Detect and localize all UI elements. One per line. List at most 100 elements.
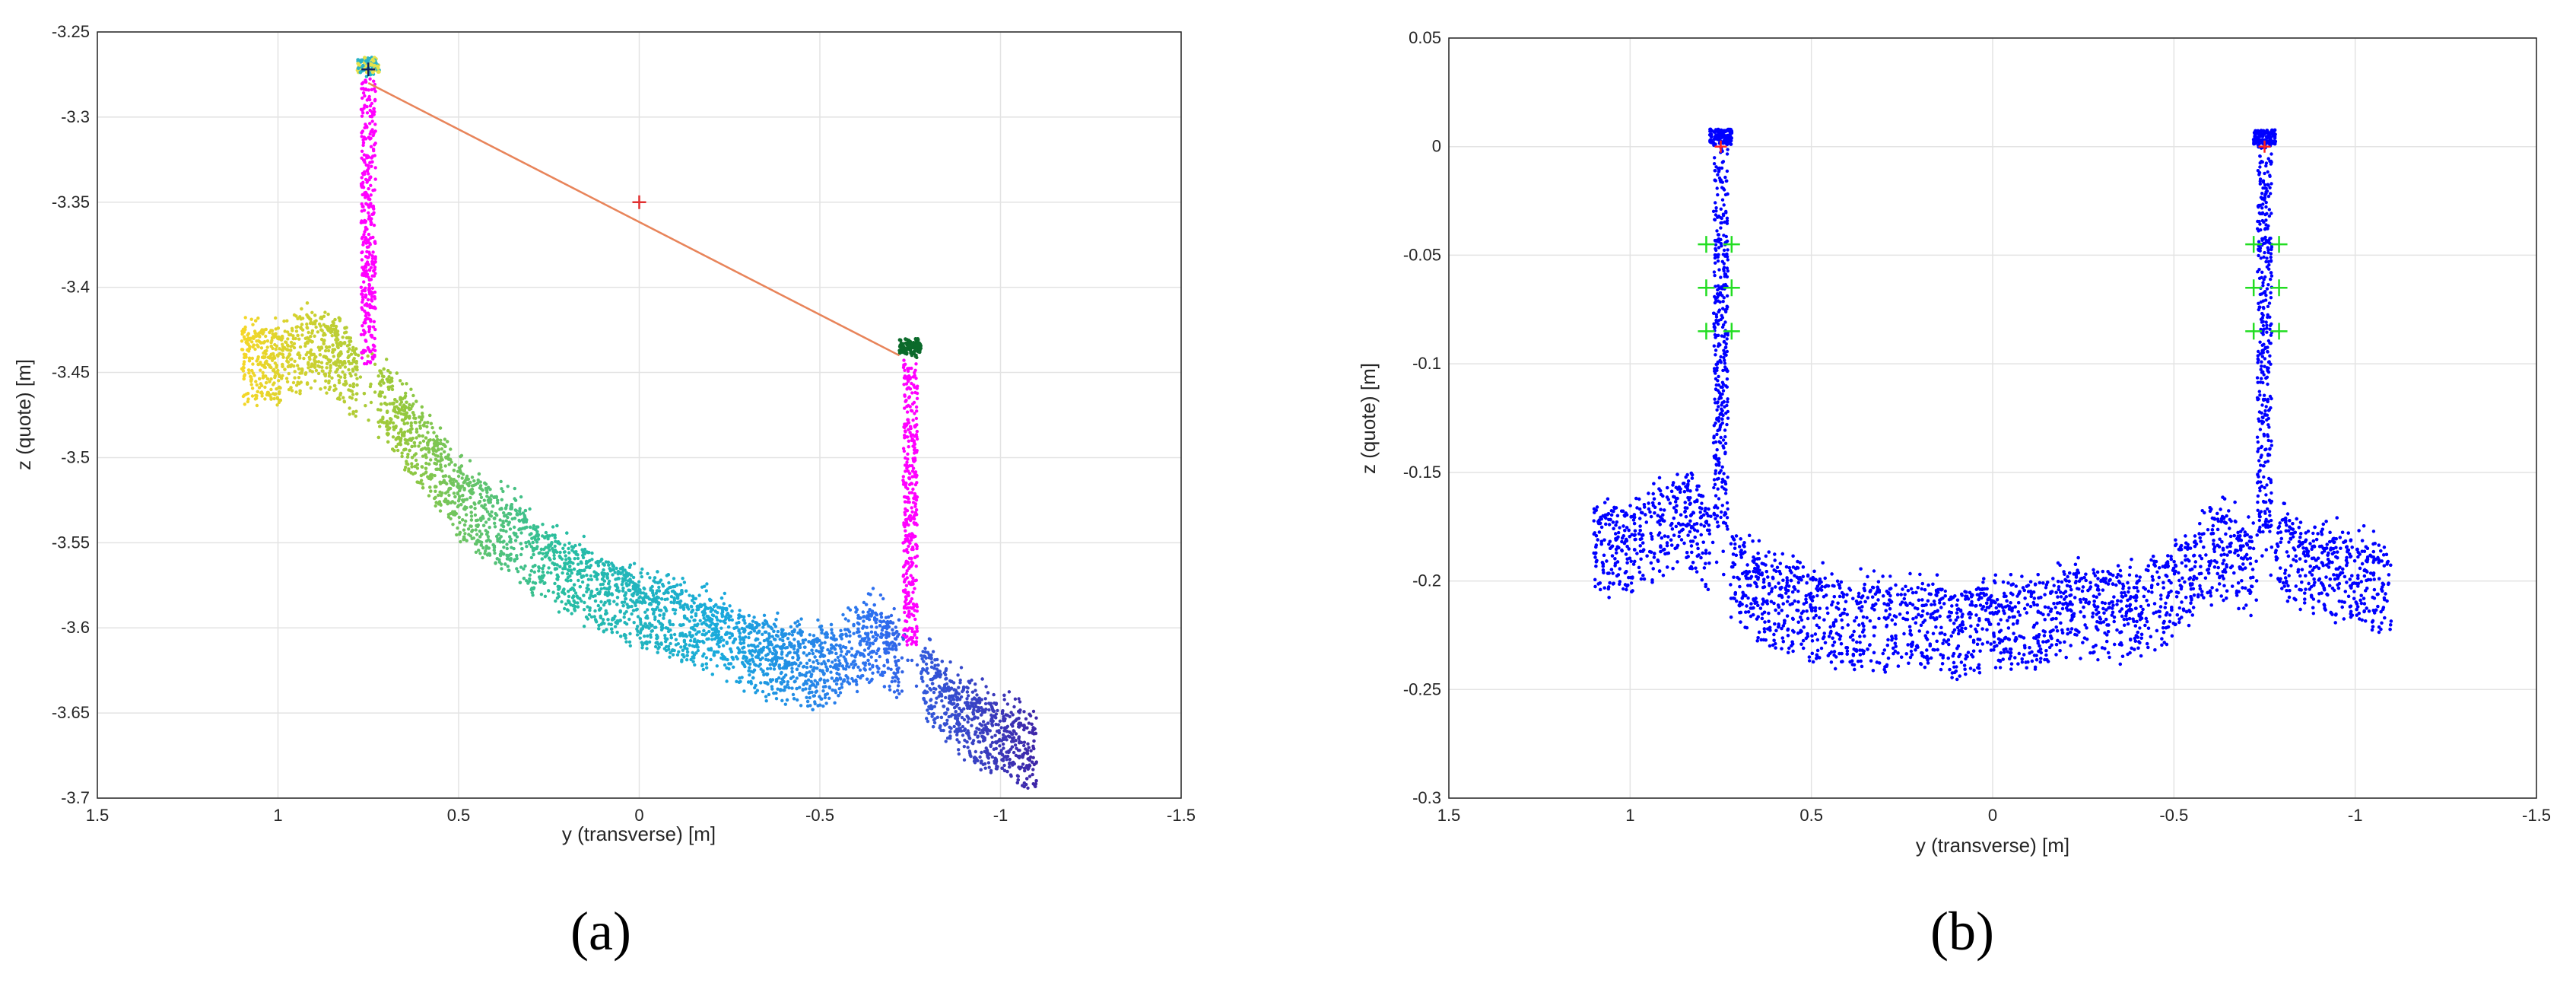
data-point: [999, 726, 1003, 730]
data-point: [456, 474, 461, 479]
data-point: [880, 628, 885, 632]
data-point: [641, 624, 646, 628]
data-point: [299, 326, 303, 329]
data-point: [846, 619, 850, 623]
data-point: [553, 544, 557, 549]
data-point: [692, 596, 696, 600]
data-point: [1026, 786, 1030, 791]
data-point: [688, 643, 691, 647]
data-point: [952, 701, 956, 705]
data-point: [654, 607, 658, 612]
data-point: [253, 347, 257, 352]
data-point: [355, 377, 359, 380]
data-point: [385, 410, 389, 414]
data-point: [866, 658, 870, 663]
data-point: [789, 676, 793, 680]
data-point: [892, 606, 896, 611]
data-point: [268, 330, 272, 335]
data-point: [742, 630, 746, 634]
data-point: [867, 680, 872, 685]
data-point: [1008, 773, 1013, 777]
data-point: [703, 603, 707, 606]
data-point: [890, 679, 894, 684]
data-point: [742, 656, 745, 660]
data-point: [269, 396, 273, 399]
data-point: [619, 635, 623, 638]
data-point: [655, 633, 659, 638]
data-point: [814, 685, 818, 689]
data-point: [729, 647, 732, 651]
data-point: [446, 456, 450, 460]
data-point: [722, 602, 726, 606]
data-point: [427, 450, 431, 454]
data-point: [796, 648, 800, 652]
data-point: [704, 589, 708, 593]
data-point: [367, 418, 370, 422]
data-point: [310, 331, 314, 335]
data-point: [347, 388, 351, 392]
data-point: [453, 510, 456, 514]
data-point: [464, 519, 468, 523]
data-point: [459, 539, 462, 544]
data-point: [538, 580, 542, 584]
data-point: [669, 628, 672, 632]
data-point: [804, 687, 808, 691]
data-point: [653, 576, 657, 580]
data-point: [608, 602, 611, 606]
data-point: [670, 648, 675, 653]
data-point: [776, 635, 780, 638]
data-point: [980, 677, 984, 681]
data-point: [785, 654, 789, 657]
data-point: [434, 504, 437, 508]
data-point: [855, 608, 859, 612]
data-point: [624, 622, 629, 626]
data-point: [675, 593, 679, 596]
data-point: [856, 616, 860, 620]
data-point: [286, 344, 290, 348]
data-point: [748, 673, 751, 677]
data-point: [768, 666, 773, 670]
data-point: [424, 447, 428, 451]
data-point: [627, 605, 631, 609]
data-point: [799, 633, 803, 637]
data-point: [878, 619, 882, 623]
data-point: [862, 654, 866, 658]
data-point: [263, 397, 267, 401]
data-point: [300, 323, 304, 326]
data-point: [570, 545, 573, 549]
data-point: [513, 486, 516, 491]
data-point: [472, 479, 476, 483]
data-point: [506, 565, 510, 568]
data-point: [599, 558, 604, 561]
data-point: [624, 636, 627, 640]
data-point: [704, 622, 708, 626]
data-point: [881, 673, 885, 677]
data-point: [881, 670, 885, 674]
data-point: [958, 678, 962, 682]
data-point: [718, 638, 722, 642]
data-point: [309, 348, 313, 352]
data-point: [869, 593, 872, 596]
data-point: [627, 617, 631, 622]
data-point: [922, 660, 926, 663]
data-point: [537, 569, 541, 573]
data-point: [762, 622, 766, 627]
data-point: [643, 600, 647, 605]
data-point: [955, 738, 959, 742]
data-point: [989, 744, 993, 749]
data-point: [994, 767, 999, 771]
data-point: [334, 324, 338, 329]
data-point: [332, 383, 337, 388]
data-point: [453, 501, 457, 505]
data-point: [576, 601, 580, 605]
data-point: [679, 645, 683, 649]
data-point: [338, 397, 341, 401]
data-point: [846, 606, 850, 610]
data-point: [800, 673, 804, 677]
data-point: [402, 418, 405, 422]
data-point: [1008, 757, 1012, 762]
data-point: [1022, 740, 1027, 744]
data-point: [993, 756, 997, 760]
data-point: [992, 747, 996, 751]
data-point: [309, 339, 313, 343]
